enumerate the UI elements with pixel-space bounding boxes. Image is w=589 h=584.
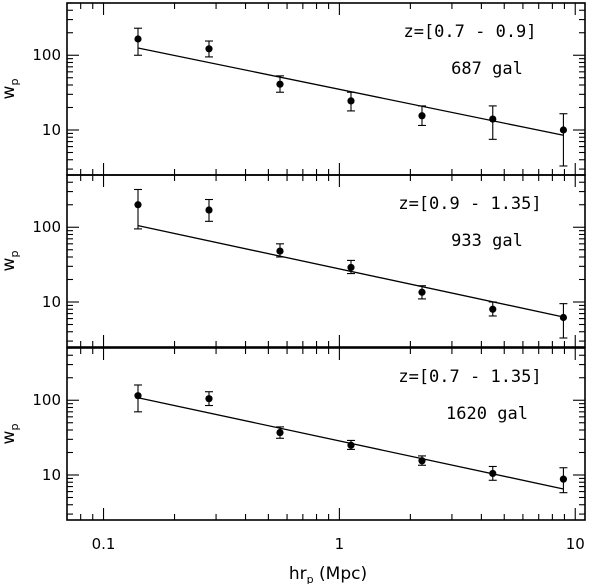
x-tick-label: 0.1 [92, 535, 116, 553]
data-point [133, 188, 142, 230]
x-axis-label: hrp (Mpc) [289, 564, 367, 584]
y-tick-label: 10 [42, 293, 61, 311]
y-axis-label: wp [0, 424, 21, 445]
data-point [346, 259, 355, 275]
data-point [204, 198, 213, 222]
y-tick-label: 10 [42, 466, 61, 484]
data-point [417, 455, 426, 466]
data-point [133, 384, 142, 413]
point-marker [347, 441, 355, 449]
point-marker [559, 475, 568, 483]
data-point [488, 301, 497, 317]
data-point [204, 391, 213, 407]
panel-2: 10 100 wp z=[0.9 - 1.35] 933 gal [0, 174, 586, 348]
x-axis: 0.1 1 10 [92, 535, 585, 553]
data-point [275, 243, 284, 258]
panel-frame [66, 347, 586, 521]
redshift-label: z=[0.9 - 1.35] [398, 194, 541, 214]
data-point [346, 91, 355, 112]
point-marker [489, 305, 497, 313]
panel-frame [66, 174, 586, 348]
data-point [204, 40, 213, 58]
data-point [275, 426, 284, 439]
panel-1: 10 100 wp z=[0.7 - 0.9] 687 gal [0, 2, 586, 176]
redshift-label: z=[0.7 - 0.9] [403, 22, 536, 42]
data-point [559, 303, 568, 339]
point-marker [205, 395, 213, 403]
point-marker [559, 126, 568, 134]
y-tick-label: 10 [42, 121, 61, 139]
point-marker [205, 45, 213, 53]
point-marker [559, 313, 568, 322]
data-point [559, 113, 568, 167]
x-tick-label: 1 [335, 535, 345, 553]
panels: 10 100 wp z=[0.7 - 0.9] 687 gal 10 100 wp z=[0.9… [0, 2, 586, 521]
point-marker [205, 206, 213, 214]
point-marker [418, 457, 426, 465]
point-marker [134, 392, 142, 400]
redshift-label: z=[0.7 - 1.35] [398, 367, 541, 387]
y-axis-label: wp [0, 251, 21, 272]
point-marker [347, 263, 355, 272]
point-marker [418, 112, 426, 120]
panel-3: 10 100 wp z=[0.7 - 1.35] 1620 gal [0, 347, 586, 521]
point-marker [276, 80, 284, 88]
point-marker [347, 97, 355, 105]
y-tick-label: 100 [32, 218, 61, 236]
data-point [559, 467, 568, 494]
x-tick-label: 10 [566, 535, 585, 553]
data-point [488, 105, 497, 140]
galaxy-count-label: 1620 gal [446, 404, 528, 424]
point-marker [276, 247, 284, 255]
data-point [488, 465, 497, 481]
data-point [417, 105, 426, 127]
y-axis-label: wp [0, 79, 21, 100]
data-point [417, 285, 426, 300]
point-marker [418, 288, 426, 296]
y-tick-label: 100 [32, 46, 61, 64]
point-marker [489, 469, 497, 478]
data-point [275, 75, 284, 93]
y-tick-label: 100 [32, 391, 61, 409]
point-marker [489, 115, 497, 123]
point-marker [134, 201, 142, 209]
point-marker [134, 35, 142, 43]
galaxy-count-label: 933 gal [451, 231, 523, 251]
data-point [346, 439, 355, 450]
data-point [133, 27, 142, 56]
point-marker [276, 428, 284, 437]
galaxy-count-label: 687 gal [451, 59, 523, 79]
